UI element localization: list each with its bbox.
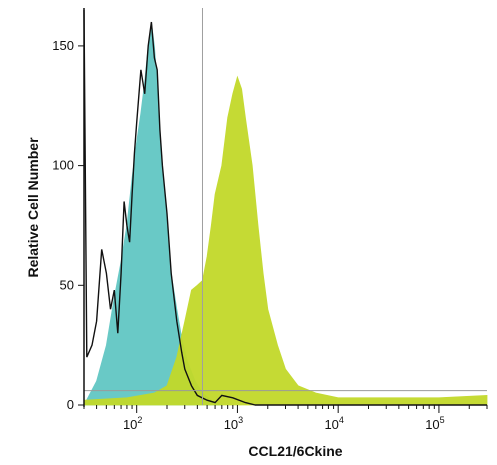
x-tick-label: 103 (224, 415, 243, 432)
x-tick-label: 104 (324, 415, 343, 432)
y-tick-label: 50 (60, 277, 74, 292)
unstained-outline-histogram (83, 9, 487, 406)
x-axis-title: CCL21/6Ckine (248, 443, 342, 459)
series-layer (83, 9, 488, 406)
x-tick-label: 102 (123, 415, 142, 432)
x-tick-label: 105 (425, 415, 444, 432)
ccl21-stained-histogram (83, 75, 488, 406)
y-axis-ticks: 0 50 100 150 (52, 38, 84, 412)
y-tick-label: 100 (52, 158, 74, 173)
y-tick-label: 0 (67, 397, 74, 412)
y-tick-label: 150 (52, 38, 74, 53)
y-axis-title: Relative Cell Number (25, 137, 41, 278)
x-axis-ticks: 102 103 104 105 (83, 405, 488, 432)
